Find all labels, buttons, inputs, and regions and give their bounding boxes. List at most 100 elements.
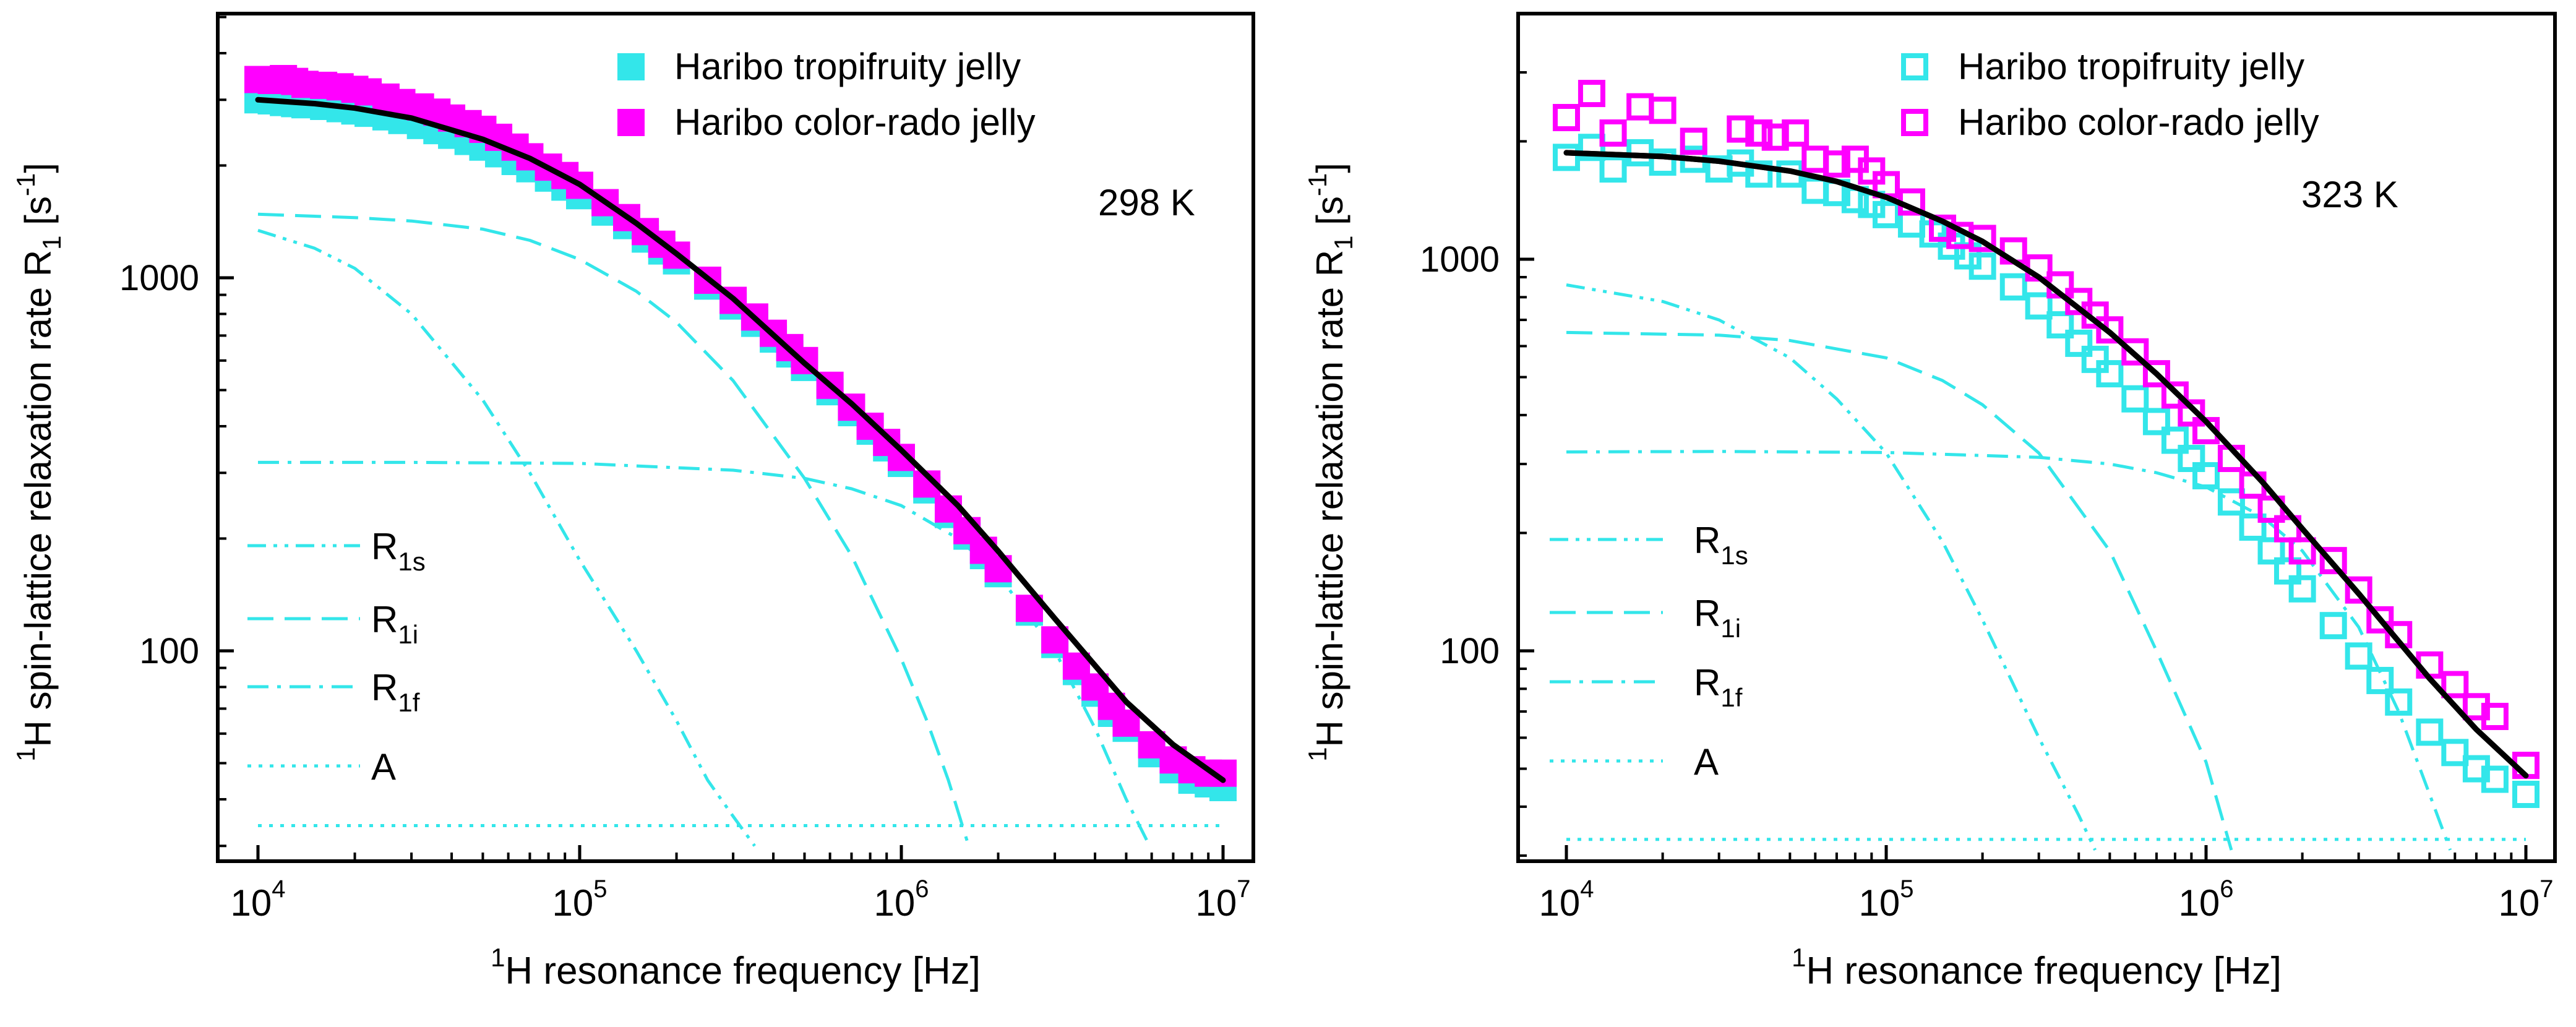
data-point-tropifruity (1801, 176, 1829, 204)
legend-marker-colorrado (1901, 109, 1928, 136)
component-legend-subscript: 1i (398, 620, 418, 649)
y-label-superscript: 1 (1303, 747, 1332, 762)
fit-curve-overlay (255, 97, 1226, 783)
data-point-tropifruity (2481, 765, 2509, 793)
x-tick-base: 10 (1539, 882, 1581, 924)
data-point-colorrado (2121, 338, 2149, 366)
data-point-tropifruity (2161, 426, 2189, 454)
y-label-subscript: 1 (1329, 235, 1358, 249)
component-legend-label: R1i (1694, 593, 1741, 643)
component-legend-main: R (1694, 593, 1720, 634)
data-point-colorrado (1823, 150, 1850, 178)
y-label-text: H spin-lattice relaxation rate R (1309, 250, 1350, 747)
data-point-colorrado (2161, 381, 2189, 409)
data-point-tropifruity (2288, 575, 2316, 603)
y-label-text: H spin-lattice relaxation rate R (17, 250, 59, 747)
x-tick-base: 10 (874, 882, 916, 924)
legend-label: Haribo color-rado jelly (674, 101, 1036, 143)
data-point-colorrado (2345, 576, 2372, 604)
x-label-text: H resonance frequency [Hz] (1806, 950, 2282, 992)
component-legend-label: R1f (1694, 662, 1743, 712)
x-tick-label: 104 (1539, 875, 1594, 924)
x-tick-exponent: 4 (272, 875, 285, 903)
data-point-colorrado (1112, 709, 1140, 737)
y-axis-label: 1H spin-lattice relaxation rate R1 [s-1] (1303, 163, 1358, 762)
y-label-unit-superscript: -1 (1303, 173, 1332, 196)
data-point-tropifruity (2096, 360, 2124, 388)
y-tick-label: 100 (139, 631, 199, 671)
x-tick-exponent: 7 (1237, 875, 1250, 903)
data-point-colorrado (1626, 93, 1654, 121)
data-point-tropifruity (1553, 144, 1580, 171)
y-label-unit-superscript: -1 (11, 173, 40, 196)
x-tick-label: 104 (231, 875, 286, 924)
data-point-tropifruity (2178, 444, 2205, 472)
data-point-tropifruity (2273, 557, 2301, 585)
data-point-tropifruity (1649, 148, 1677, 176)
y-tick-label: 1000 (119, 258, 199, 298)
x-tick-label: 106 (2179, 875, 2234, 924)
data-point-tropifruity (2142, 408, 2170, 436)
data-point-colorrado (1801, 145, 1829, 173)
data-point-colorrado (1599, 119, 1627, 147)
component-legend-label: R1i (371, 599, 418, 649)
x-label-superscript: 1 (491, 943, 505, 972)
y-tick-label: 100 (1440, 631, 1500, 671)
data-point-colorrado (1553, 104, 1580, 132)
data-point-colorrado (2288, 537, 2316, 565)
temperature-annotation: 323 K (2301, 174, 2398, 215)
data-point-colorrado (1680, 127, 1707, 155)
component-legend-main: A (1694, 741, 1719, 783)
component-legend-main: A (371, 746, 396, 788)
data-point-colorrado (2096, 316, 2124, 344)
y-label-superscript: 1 (11, 747, 40, 762)
data-point-colorrado (2385, 621, 2413, 648)
x-tick-exponent: 4 (1580, 875, 1594, 903)
component-legend-subscript: 1f (398, 688, 419, 717)
data-point-colorrado (2481, 703, 2509, 731)
legend-marker-tropifruity (1901, 53, 1928, 80)
data-point-tropifruity (2046, 311, 2074, 339)
x-tick-label: 105 (552, 875, 608, 924)
x-tick-exponent: 6 (2220, 875, 2233, 903)
x-tick-label: 106 (874, 875, 929, 924)
legend-label: Haribo tropifruity jelly (674, 46, 1021, 87)
data-point-tropifruity (2239, 513, 2267, 541)
x-tick-base: 10 (2499, 882, 2540, 924)
y-label-unit: [s (17, 196, 59, 235)
y-label-unit: [s (1309, 196, 1350, 235)
x-tick-base: 10 (1196, 882, 1237, 924)
data-point-tropifruity (2512, 781, 2540, 809)
data-point-tropifruity (1578, 134, 1605, 161)
component-legend-label: R1f (371, 667, 420, 717)
legend-label: Haribo tropifruity jelly (1958, 46, 2304, 87)
component-curve-r1s (257, 229, 756, 847)
plot-area (1553, 80, 2540, 851)
x-tick-label: 105 (1859, 875, 1914, 924)
component-legend-label: A (1694, 741, 1719, 783)
data-point-tropifruity (2081, 345, 2109, 373)
data-point-colorrado (2319, 547, 2347, 575)
component-legend-main: R (1694, 662, 1720, 703)
data-point-tropifruity (2319, 612, 2347, 640)
legend-marker-colorrado (617, 109, 645, 136)
data-point-tropifruity (1873, 200, 1900, 228)
data-point-tropifruity (1968, 252, 1996, 280)
component-legend-label: R1s (1694, 520, 1748, 570)
data-point-colorrado (1782, 119, 1810, 147)
data-point-tropifruity (2121, 385, 2149, 413)
x-tick-label: 107 (2499, 875, 2554, 924)
y-axis-label: 1H spin-lattice relaxation rate R1 [s-1] (11, 163, 66, 762)
data-point-tropifruity (2217, 488, 2245, 516)
x-tick-exponent: 5 (593, 875, 607, 903)
data-point-tropifruity (2192, 462, 2220, 489)
legend-label: Haribo color-rado jelly (1958, 101, 2319, 143)
component-legend-main: R (371, 526, 398, 567)
component-curve-r1f (258, 460, 1149, 841)
data-point-colorrado (1727, 115, 1754, 143)
data-point-tropifruity (2441, 739, 2469, 767)
component-legend-label: A (371, 746, 396, 788)
